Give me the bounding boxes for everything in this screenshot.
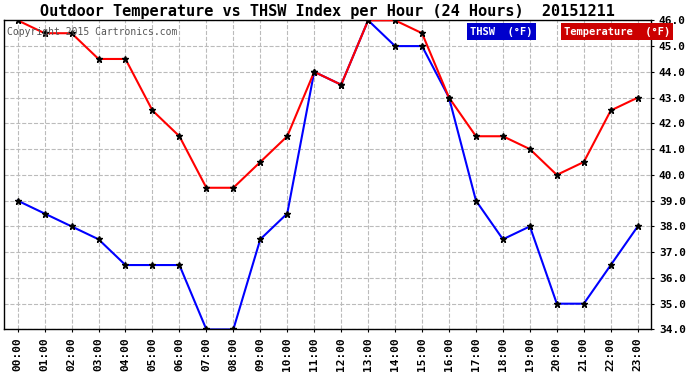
Text: THSW  (°F): THSW (°F): [470, 27, 533, 36]
Title: Outdoor Temperature vs THSW Index per Hour (24 Hours)  20151211: Outdoor Temperature vs THSW Index per Ho…: [40, 4, 615, 19]
Text: Temperature  (°F): Temperature (°F): [564, 27, 670, 36]
Text: Copyright 2015 Cartronics.com: Copyright 2015 Cartronics.com: [8, 27, 178, 36]
